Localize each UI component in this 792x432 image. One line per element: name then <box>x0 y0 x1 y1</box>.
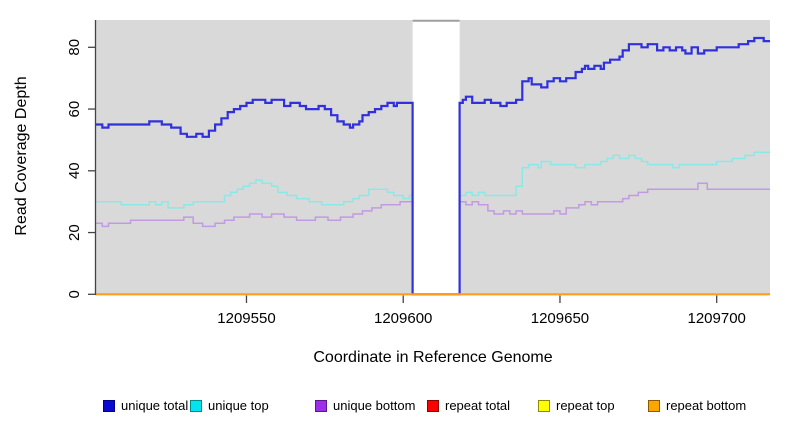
legend-swatch <box>538 400 550 412</box>
x-tick-label: 1209700 <box>688 310 746 327</box>
legend-swatch <box>103 400 115 412</box>
legend-swatch <box>190 400 202 412</box>
chart-legend: unique total unique top unique bottom repea… <box>0 395 792 419</box>
legend-label: repeat total <box>445 398 511 413</box>
legend-item-unique-bottom: unique bottom <box>315 395 415 417</box>
y-tick-label: 40 <box>66 162 83 179</box>
y-tick-label: 60 <box>66 101 83 118</box>
legend-label: repeat bottom <box>666 398 747 413</box>
x-axis-title: Coordinate in Reference Genome <box>313 349 553 366</box>
legend-item-repeat-top: repeat top <box>538 395 615 417</box>
legend-label: unique total <box>121 398 189 413</box>
legend-label: repeat top <box>556 398 615 413</box>
legend-swatch <box>315 400 327 412</box>
y-tick-label: 20 <box>66 224 83 241</box>
legend-item-unique-top: unique top <box>190 395 269 417</box>
legend-item-repeat-bottom: repeat bottom <box>648 395 746 417</box>
legend-swatch <box>648 400 660 412</box>
legend-label: unique top <box>208 398 269 413</box>
masked-gap-region <box>412 20 460 294</box>
x-tick-label: 1209600 <box>374 310 432 327</box>
series-line-unique-total <box>96 36 770 296</box>
y-tick-label: 0 <box>66 290 83 298</box>
x-tick-label: 1209650 <box>531 310 589 327</box>
legend-label: unique bottom <box>333 398 416 413</box>
y-axis-title: Read Coverage Depth <box>13 76 30 236</box>
legend-item-unique-total: unique total <box>103 395 188 417</box>
legend-item-repeat-total: repeat total <box>427 395 510 417</box>
y-tick-label: 80 <box>66 39 83 56</box>
x-tick-label: 1209550 <box>217 310 275 327</box>
legend-swatch <box>427 400 439 412</box>
